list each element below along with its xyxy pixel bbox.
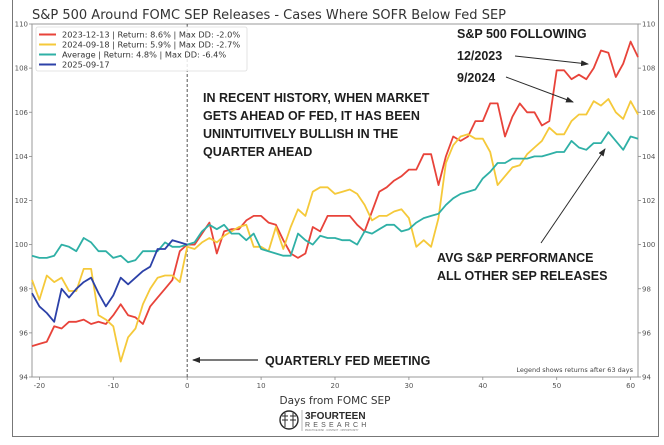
y-axis-left: 94 96 98 100 102 104 106 108 110 — [15, 21, 32, 382]
series-line-2023-12-13 — [31, 40, 639, 347]
legend-box — [35, 26, 248, 72]
y-tick-label-right: 108 — [642, 65, 655, 73]
chart-title: S&P 500 Around FOMC SEP Releases - Cases… — [32, 8, 506, 23]
legend-entry-average: Average | Return: 4.8% | Max DD: -6.4% — [62, 50, 226, 60]
annotation-main-line-4: QUARTER AHEAD — [203, 145, 312, 159]
x-tick-label: 10 — [257, 382, 266, 390]
chart-frame — [12, 0, 659, 437]
y-tick-label-left: 102 — [15, 197, 28, 205]
y-tick-label-right: 94 — [642, 374, 651, 382]
logo-main-text: 3FOURTEEN — [305, 411, 366, 422]
annotation-following: S&P 500 FOLLOWING 12/2023 9/2024 — [457, 27, 587, 85]
x-tick-label: -20 — [34, 382, 45, 390]
y-axis-right: 94 96 98 100 102 104 106 108 110 — [638, 21, 656, 382]
y-tick-label-left: 106 — [15, 109, 29, 117]
annotation-main-line-1: IN RECENT HISTORY, WHEN MARKET — [203, 91, 430, 105]
series-line-2025-09-17 — [31, 239, 188, 323]
logo-sub-text: RESEARCH — [305, 422, 370, 429]
x-axis: -20 -10 0 10 20 30 40 50 60 — [34, 377, 635, 390]
y-tick-label-right: 100 — [642, 241, 655, 249]
series-layer — [31, 40, 639, 363]
y-tick-label-right: 106 — [642, 109, 656, 117]
annotation-main-line-2: GETS AHEAD OF FED, IT HAS BEEN — [203, 109, 420, 123]
x-tick-label: 30 — [404, 382, 413, 390]
series-line-average — [31, 131, 639, 264]
logo-tagline: PRACTICE RISK · CONTEXT · OPPORTUNITY — [305, 429, 359, 432]
x-tick-label: -10 — [108, 382, 119, 390]
3fourteen-logo: 3FOURTEEN RESEARCH PRACTICE RISK · CONTE… — [279, 410, 370, 432]
annotation-avg-line-2: ALL OTHER SEP RELEASES — [437, 269, 607, 283]
y-tick-label-right: 102 — [642, 197, 655, 205]
plot-area — [31, 23, 639, 378]
y-tick-label-left: 104 — [15, 153, 29, 161]
x-tick-label: 50 — [552, 382, 561, 390]
annotation-following-line-2: 12/2023 — [457, 49, 502, 63]
x-tick-label: 0 — [185, 382, 189, 390]
annotation-fed-meeting: QUARTERLY FED MEETING — [265, 354, 430, 368]
legend-note: Legend shows returns after 63 days — [516, 366, 633, 374]
y-tick-label-left: 98 — [19, 285, 28, 293]
y-tick-label-left: 100 — [15, 241, 28, 249]
arrow-to-average-line — [540, 148, 606, 244]
y-tick-label-left: 96 — [19, 329, 28, 337]
annotation-avg-line-1: AVG S&P PERFORMANCE — [437, 251, 594, 265]
x-tick-label: 60 — [626, 382, 635, 390]
series-line-2024-09-18 — [31, 98, 639, 363]
y-tick-label-left: 94 — [19, 374, 28, 382]
y-tick-label-right: 104 — [642, 153, 656, 161]
annotation-following-line-3: 9/2024 — [457, 71, 495, 85]
y-tick-label-right: 110 — [642, 21, 655, 29]
y-tick-label-right: 98 — [642, 285, 651, 293]
legend: 2023-12-13 | Return: 8.6% | Max DD: -2.0… — [35, 26, 248, 72]
x-tick-label: 40 — [478, 382, 487, 390]
annotation-main-line-3: UNINTUITIVELY BULLISH IN THE — [203, 127, 398, 141]
logo-circle-icon — [279, 410, 299, 430]
legend-entry-2024-09-18: 2024-09-18 | Return: 5.9% | Max DD: -2.7… — [62, 40, 240, 50]
y-tick-label-right: 96 — [642, 329, 651, 337]
arrow-to-2023-line — [514, 55, 589, 67]
arrow-to-2024-line — [505, 76, 574, 103]
y-tick-label-left: 108 — [15, 65, 28, 73]
y-tick-label-left: 110 — [15, 21, 28, 29]
annotation-following-line-1: S&P 500 FOLLOWING — [457, 27, 587, 41]
logo-glyph-icon — [282, 413, 296, 427]
x-tick-label: 20 — [331, 382, 340, 390]
annotation-avg: AVG S&P PERFORMANCE ALL OTHER SEP RELEAS… — [437, 251, 607, 283]
legend-entry-2023-12-13: 2023-12-13 | Return: 8.6% | Max DD: -2.0… — [62, 30, 240, 40]
annotation-main: IN RECENT HISTORY, WHEN MARKET GETS AHEA… — [203, 91, 430, 159]
x-axis-label: Days from FOMC SEP — [280, 395, 391, 407]
legend-entry-2025-09-17: 2025-09-17 — [62, 60, 110, 70]
